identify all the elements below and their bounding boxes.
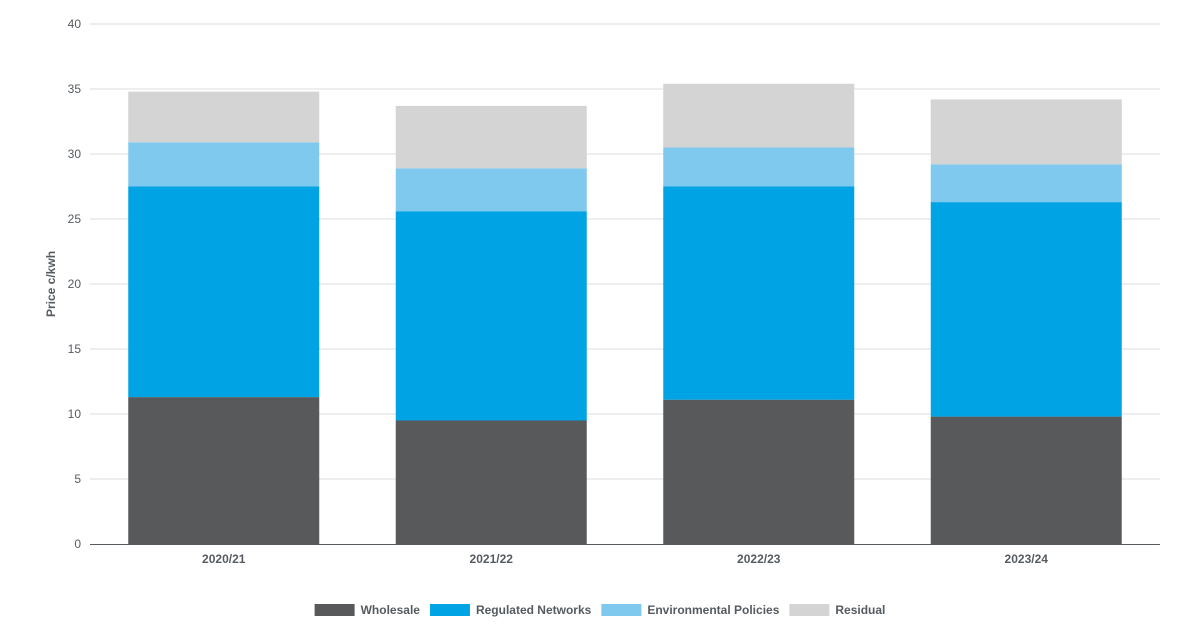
legend-label: Environmental Policies xyxy=(647,603,779,617)
bar-segment-regulated-networks xyxy=(930,202,1122,417)
bar-segment-regulated-networks xyxy=(663,186,855,400)
bar-segment-environmental-policies xyxy=(395,168,587,212)
legend-swatch xyxy=(314,604,355,616)
bar-segment-environmental-policies xyxy=(128,142,320,187)
legend-item-residual: Residual xyxy=(789,603,885,617)
bar-segment-wholesale xyxy=(663,399,855,544)
bars xyxy=(128,83,1122,544)
bar-segment-residual xyxy=(128,91,320,143)
bar-segment-wholesale xyxy=(395,420,587,544)
legend-item-regulated-networks: Regulated Networks xyxy=(429,603,592,617)
x-tick-label: 2023/24 xyxy=(1005,552,1049,566)
y-tick-label: 10 xyxy=(68,407,82,421)
x-tick-label: 2021/22 xyxy=(470,552,514,566)
bar-segment-residual xyxy=(930,99,1122,165)
legend-item-wholesale: Wholesale xyxy=(314,603,421,617)
legend-swatch xyxy=(429,604,470,616)
y-axis-ticks: 0 5 10 15 20 25 30 35 40 xyxy=(68,17,82,551)
legend-swatch xyxy=(789,604,830,616)
x-axis-ticks: 2020/21 2021/22 2022/23 2023/24 xyxy=(202,552,1048,566)
bar-segment-wholesale xyxy=(930,416,1122,544)
legend-item-environmental-policies: Environmental Policies xyxy=(601,603,780,617)
legend-label: Regulated Networks xyxy=(476,603,592,617)
bar-segment-residual xyxy=(395,105,587,169)
bar-segment-environmental-policies xyxy=(930,164,1122,203)
x-tick-label: 2020/21 xyxy=(202,552,246,566)
bar-segment-regulated-networks xyxy=(128,186,320,398)
y-tick-label: 0 xyxy=(74,537,81,551)
legend: Wholesale Regulated Networks Environmental… xyxy=(314,603,885,617)
y-tick-label: 25 xyxy=(68,212,82,226)
y-tick-label: 5 xyxy=(74,472,81,486)
y-tick-label: 15 xyxy=(68,342,82,356)
x-tick-label: 2022/23 xyxy=(737,552,781,566)
y-axis-title: Price c/kwh xyxy=(44,251,58,317)
bar-segment-residual xyxy=(663,83,855,148)
bar-segment-environmental-policies xyxy=(663,147,855,187)
legend-label: Wholesale xyxy=(361,603,421,617)
bar-segment-regulated-networks xyxy=(395,211,587,421)
y-tick-label: 30 xyxy=(68,147,82,161)
y-tick-label: 20 xyxy=(68,277,82,291)
y-tick-label: 35 xyxy=(68,82,82,96)
y-tick-label: 40 xyxy=(68,17,82,31)
legend-label: Residual xyxy=(835,603,885,617)
bar-segment-wholesale xyxy=(128,397,320,544)
legend-swatch xyxy=(601,604,642,616)
